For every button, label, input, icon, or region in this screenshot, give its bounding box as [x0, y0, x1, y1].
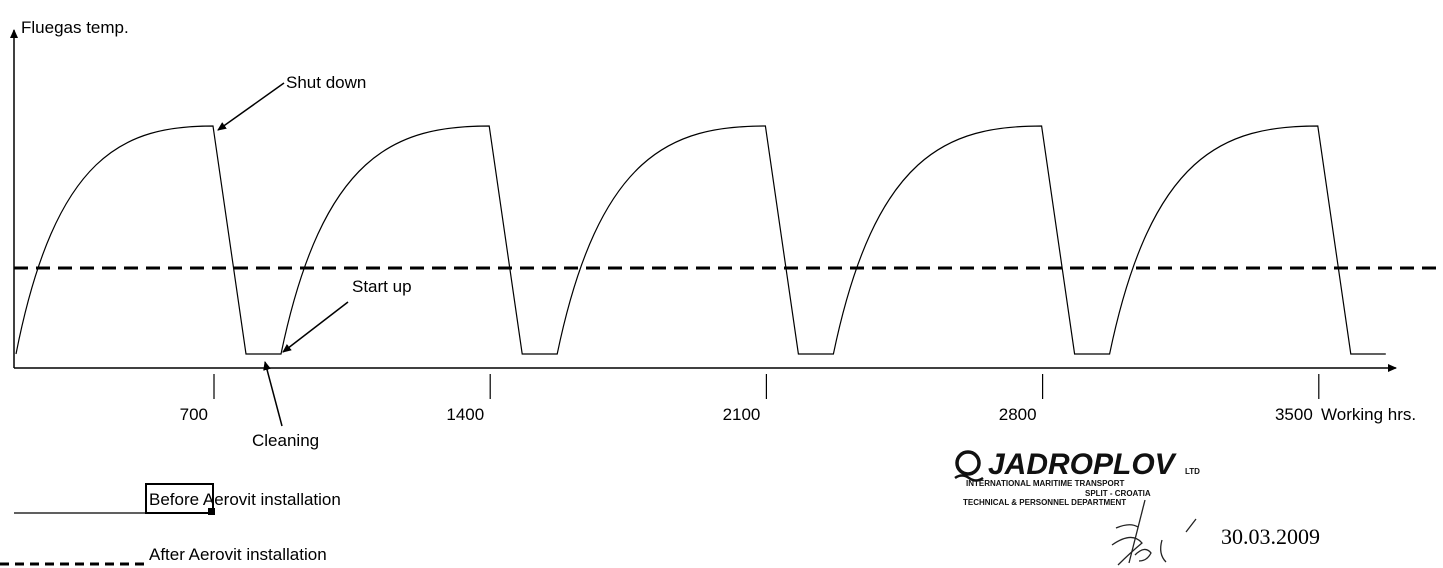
legend-before-highlight-box: [145, 483, 214, 514]
annotation-shut-down-arrow: [217, 82, 285, 131]
annotation-cleaning: Cleaning: [252, 431, 319, 450]
x-tick-label-1400: 1400: [446, 405, 484, 424]
signature: [1111, 499, 1197, 566]
annotation-shut-down: Shut down: [286, 73, 366, 92]
legend-after-label: After Aerovit installation: [149, 545, 327, 564]
logo-wave-icon: [954, 474, 984, 482]
date-text: 30.03.2009: [1221, 524, 1320, 549]
x-tick-labels: 700 1400 2100 2800 3500: [180, 405, 1313, 424]
x-tick-label-3500: 3500: [1275, 405, 1313, 424]
legend-before-label: Before Aerovit installation: [149, 490, 341, 509]
annotation-cleaning-arrow: [263, 361, 283, 427]
y-axis-label: Fluegas temp.: [21, 18, 129, 37]
logo-suffix: LTD: [1185, 467, 1200, 476]
annotation-start-up: Start up: [352, 277, 412, 296]
annotation-start-up-arrow: [282, 301, 349, 353]
x-tick-label-2100: 2100: [723, 405, 761, 424]
x-tick-label-2800: 2800: [999, 405, 1037, 424]
x-axis-label: Working hrs.: [1321, 405, 1416, 424]
x-tick-label-700: 700: [180, 405, 208, 424]
logo-line1: INTERNATIONAL MARITIME TRANSPORT: [966, 479, 1124, 488]
legend-before-highlight: Before: [149, 490, 199, 509]
series-before: [15, 125, 1386, 355]
x-ticks: [213, 374, 1320, 399]
logo-emblem-icon: [955, 450, 981, 476]
logo-line2: SPLIT - CROATIA: [1085, 489, 1151, 498]
legend-before-highlight-handle: [208, 508, 215, 515]
company-logo: JADROPLOV LTD INTERNATIONAL MARITIME TRA…: [954, 448, 1200, 507]
logo-name: JADROPLOV: [988, 448, 1178, 481]
legend-before-rest: Aerovit installation: [199, 490, 341, 509]
logo-line3: TECHNICAL & PERSONNEL DEPARTMENT: [963, 498, 1126, 507]
